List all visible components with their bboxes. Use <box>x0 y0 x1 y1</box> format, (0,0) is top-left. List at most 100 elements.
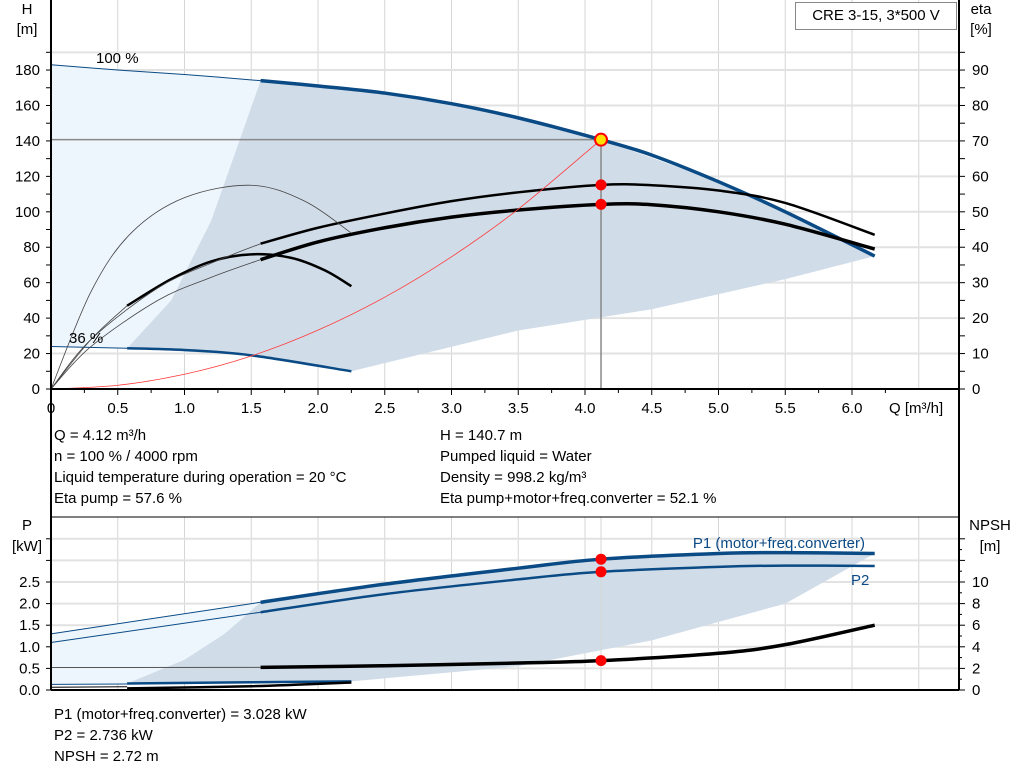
duty-point <box>595 655 607 667</box>
info-liquid-temp: Liquid temperature during operation = 20… <box>54 469 347 486</box>
info-speed: n = 100 % / 4000 rpm <box>54 448 198 465</box>
y-tick-label: 2.0 <box>19 596 40 613</box>
series-eta-pump <box>260 182 876 245</box>
y2-tick-label: 90 <box>972 62 989 79</box>
x-tick-label: 3.5 <box>508 400 529 417</box>
y-tick-label: 180 <box>15 62 40 79</box>
series-npsh-low <box>127 681 352 690</box>
series-eta-total <box>260 201 876 262</box>
series-head-36-thin <box>50 345 128 349</box>
series-eta-thin-3 <box>50 305 128 390</box>
series-head-100-thin <box>50 64 261 82</box>
y2-axis-unit: [%] <box>970 21 992 38</box>
duty-point <box>595 179 607 191</box>
x-tick-label: 5.5 <box>775 400 796 417</box>
info-top-right: H = 140.7 m Pumped liquid = Water Densit… <box>440 425 716 509</box>
y2-tick-label: 0 <box>972 682 980 699</box>
x-tick-label: 3.0 <box>441 400 462 417</box>
series-p2-thin <box>50 611 261 643</box>
series-head-36 <box>127 346 352 373</box>
x-tick-label: 4.5 <box>641 400 662 417</box>
series-eta-low-pump <box>50 184 352 390</box>
y-axis-label: H <box>22 1 33 18</box>
info-eta-total: Eta pump+motor+freq.converter = 52.1 % <box>440 490 717 507</box>
y-tick-label: 0.5 <box>19 660 40 677</box>
y2-axis-label: NPSH <box>969 517 1011 534</box>
series-p1-thin <box>50 601 261 635</box>
chart-1 <box>50 0 960 691</box>
region-dark <box>127 553 875 684</box>
y2-tick-label: 80 <box>972 97 989 114</box>
x-tick-label: 1.5 <box>241 400 262 417</box>
x-tick-label: 5.0 <box>708 400 729 417</box>
y2-tick-label: 70 <box>972 133 989 150</box>
y2-axis-unit: [m] <box>980 538 1001 555</box>
y2-tick-label: 20 <box>972 310 989 327</box>
region-dark <box>127 80 875 372</box>
y-tick-label: 2.5 <box>19 574 40 591</box>
duty-point <box>595 553 607 565</box>
region-light <box>51 64 261 349</box>
y-tick-label: 20 <box>23 346 40 363</box>
info-p1: P1 (motor+freq.converter) = 3.028 kW <box>54 706 307 723</box>
series-npsh <box>260 623 876 670</box>
region-light <box>51 602 261 685</box>
info-head: H = 140.7 m <box>440 427 523 444</box>
y-tick-label: 40 <box>23 310 40 327</box>
pump-title-box: CRE 3-15, 3*500 V <box>795 2 957 30</box>
x-tick-label: 6.0 <box>842 400 863 417</box>
y-tick-label: 140 <box>15 133 40 150</box>
info-density: Density = 998.2 kg/m³ <box>440 469 587 486</box>
series-eta-low-total <box>126 252 353 307</box>
series-eta-thin-2 <box>50 259 261 390</box>
annotation-36-percent: 36 % <box>69 330 103 347</box>
y-tick-label: 80 <box>23 239 40 256</box>
info-npsh: NPSH = 2.72 m <box>54 748 159 765</box>
x-tick-label: 1.0 <box>174 400 195 417</box>
y-tick-label: 60 <box>23 275 40 292</box>
y2-tick-label: 50 <box>972 204 989 221</box>
series-system-curve <box>50 139 602 390</box>
duty-point <box>595 198 607 210</box>
series-eta-thin-1 <box>50 243 261 390</box>
series-p2 <box>260 564 875 614</box>
x-axis-label: Q [m³/h] <box>889 400 943 417</box>
y2-tick-label: 4 <box>972 639 980 656</box>
series-head-100 <box>260 78 876 258</box>
legend-label-p2: P2 <box>851 572 869 589</box>
y2-tick-label: 30 <box>972 275 989 292</box>
info-eta-pump: Eta pump = 57.6 % <box>54 490 182 507</box>
y-axis-unit: [kW] <box>12 538 42 555</box>
duty-point <box>595 566 607 578</box>
y2-tick-label: 2 <box>972 660 980 677</box>
x-tick-label: 0.5 <box>107 400 128 417</box>
info-bottom: P1 (motor+freq.converter) = 3.028 kW P2 … <box>54 704 307 767</box>
y-tick-label: 0 <box>32 381 40 398</box>
info-pumped-liquid: Pumped liquid = Water <box>440 448 592 465</box>
y2-tick-label: 60 <box>972 168 989 185</box>
series-p1 <box>260 550 875 605</box>
y-tick-label: 160 <box>15 97 40 114</box>
y-tick-label: 120 <box>15 168 40 185</box>
y2-tick-label: 10 <box>972 346 989 363</box>
x-tick-label: 2.0 <box>308 400 329 417</box>
info-p2: P2 = 2.736 kW <box>54 727 153 744</box>
y-tick-label: 100 <box>15 204 40 221</box>
series-p-low <box>127 680 352 685</box>
chart-0 <box>50 0 960 390</box>
legend-label-p1: P1 (motor+freq.converter) <box>693 535 865 552</box>
y2-tick-label: 6 <box>972 617 980 634</box>
annotation-100-percent: 100 % <box>96 50 139 67</box>
y-axis-unit: [m] <box>17 21 38 38</box>
y-tick-label: 1.0 <box>19 639 40 656</box>
y-tick-label: 1.5 <box>19 617 40 634</box>
info-top-left: Q = 4.12 m³/h n = 100 % / 4000 rpm Liqui… <box>54 425 346 509</box>
y2-axis-label: eta <box>971 1 993 18</box>
y2-tick-label: 0 <box>972 381 980 398</box>
y2-tick-label: 10 <box>972 574 989 591</box>
x-tick-label: 2.5 <box>374 400 395 417</box>
duty-point-main <box>594 132 609 147</box>
y2-tick-label: 40 <box>972 239 989 256</box>
series-npsh-low-thin <box>50 686 128 688</box>
